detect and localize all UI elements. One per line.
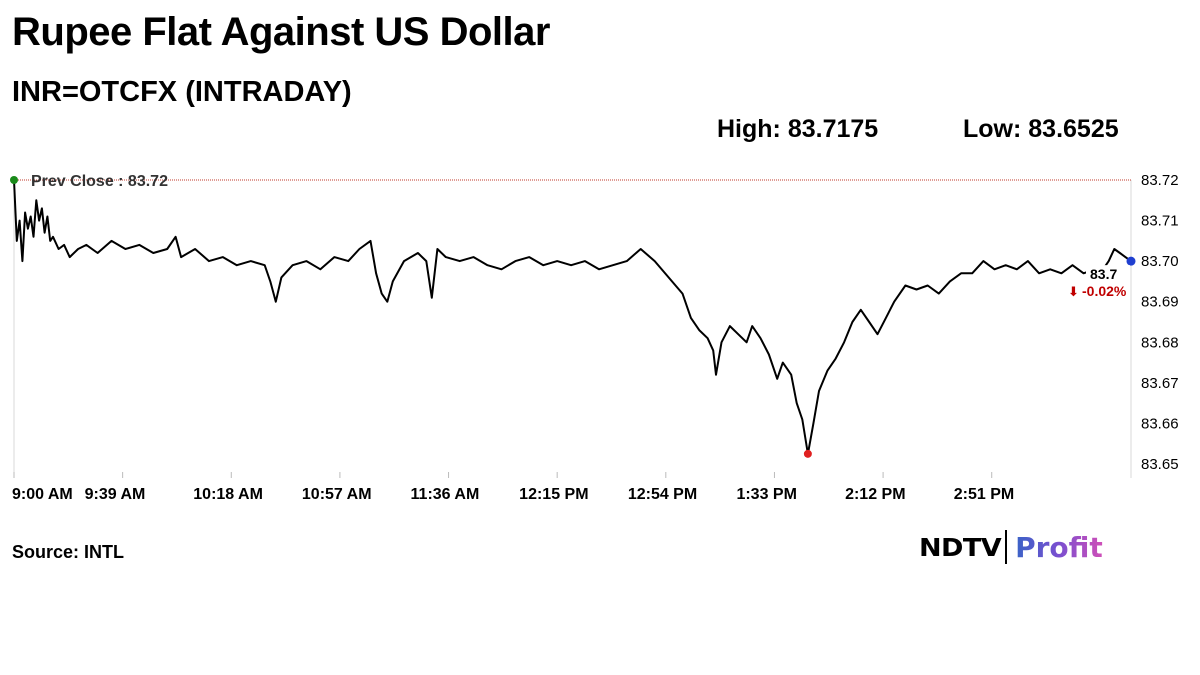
prev-close-label: Prev Close : 83.72 xyxy=(31,173,168,190)
y-axis-ticks: 83.72 83.71 83.70 83.69 83.68 83.67 83.66 83.65 xyxy=(1141,172,1179,473)
x-tick-label: 11:36 AM xyxy=(411,486,480,503)
low-stat: Low: 83.6525 xyxy=(963,115,1119,143)
last-value-label: 83.7 xyxy=(1090,266,1117,282)
change-percent-label: -0.02% xyxy=(1082,283,1127,299)
y-tick-label: 83.65 xyxy=(1141,456,1179,473)
x-tick-label: 9:00 AM xyxy=(12,486,73,503)
price-series-line xyxy=(13,179,1132,455)
logo-brand: NDTV xyxy=(919,532,1002,562)
y-tick-label: 83.69 xyxy=(1141,294,1179,311)
y-tick-label: 83.68 xyxy=(1141,334,1179,351)
x-tick-label: 2:12 PM xyxy=(845,486,905,503)
x-tick-label: 2:51 PM xyxy=(954,486,1014,503)
x-tick-label: 10:57 AM xyxy=(302,486,372,503)
low-marker xyxy=(803,449,812,458)
last-value-box xyxy=(1086,265,1130,284)
chart-title: Rupee Flat Against US Dollar xyxy=(12,10,550,54)
y-tick-label: 83.71 xyxy=(1141,213,1179,230)
x-tick-label: 10:18 AM xyxy=(193,486,263,503)
y-tick-label: 83.70 xyxy=(1141,253,1179,270)
x-tick-label: 1:33 PM xyxy=(736,486,796,503)
start-marker xyxy=(10,176,18,184)
x-axis-ticks: 9:00 AM 9:39 AM 10:18 AM 10:57 AM 11:36 AM 12… xyxy=(12,472,1014,503)
y-tick-label: 83.72 xyxy=(1141,172,1179,189)
down-arrow-icon: ⬇ xyxy=(1068,285,1079,300)
last-price-marker xyxy=(1126,256,1136,266)
logo-divider xyxy=(1005,530,1008,564)
x-tick-label: 9:39 AM xyxy=(85,486,146,503)
y-tick-label: 83.67 xyxy=(1141,375,1179,392)
source-note: Source: INTL xyxy=(12,542,125,562)
high-stat: High: 83.7175 xyxy=(717,115,879,143)
ndtv-profit-logo: NDTV Profit xyxy=(919,530,1103,564)
chart-subtitle: INR=OTCFX (INTRADAY) xyxy=(12,76,352,108)
y-tick-label: 83.66 xyxy=(1141,415,1179,432)
x-tick-label: 12:15 PM xyxy=(519,486,588,503)
intraday-line-chart: 83.72 83.71 83.70 83.69 83.68 83.67 83.66 83.65… xyxy=(10,172,1179,503)
logo-product: Profit xyxy=(1015,530,1103,564)
x-tick-label: 12:54 PM xyxy=(628,486,697,503)
